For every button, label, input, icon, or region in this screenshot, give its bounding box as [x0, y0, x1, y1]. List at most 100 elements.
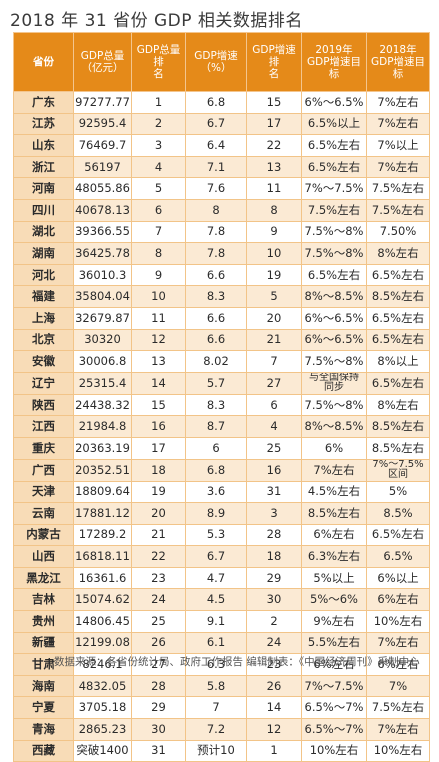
cell-gdp-total-rank: 8	[131, 242, 186, 265]
cell-gdp-total: 12199.08	[73, 631, 132, 655]
header-2019-target: 2019年 GDP增速目 标	[301, 32, 367, 92]
cell-gdp-total-rank: 18	[131, 458, 186, 482]
cell-gdp-total: 97277.77	[73, 91, 132, 114]
cell-province: 河北	[13, 263, 74, 287]
cell-gdp-growth-rank: 29	[246, 566, 302, 590]
cell-gdp-total: 16818.11	[73, 545, 132, 568]
table-row: 云南 17881.12 20 8.9 3 8.5%左右 8.5%	[13, 502, 430, 525]
cell-gdp-total: 14806.45	[73, 610, 132, 633]
cell-gdp-growth: 9.1	[185, 610, 247, 633]
cell-province: 河南	[13, 177, 74, 200]
cell-target-2019: 6%～6.5%	[301, 328, 367, 352]
cell-gdp-total-rank: 5	[131, 177, 186, 200]
cell-gdp-total-rank: 9	[131, 263, 186, 287]
cell-gdp-total: 92595.4	[73, 112, 132, 136]
cell-gdp-growth: 7.2	[185, 718, 247, 741]
table-row: 宁夏 3705.18 29 7 14 6.5%～7% 7.5%左右	[13, 696, 430, 720]
cell-province: 广西	[13, 458, 74, 482]
cell-province: 江苏	[13, 112, 74, 136]
cell-gdp-total-rank: 2	[131, 112, 186, 136]
cell-target-2019: 5%以上	[301, 566, 367, 590]
cell-target-2019: 6%～6.5%	[301, 306, 367, 330]
cell-province: 新疆	[13, 631, 74, 655]
cell-province: 黑龙江	[13, 566, 74, 590]
cell-gdp-total: 25315.4	[73, 371, 132, 395]
cell-target-2019: 5.5%左右	[301, 631, 367, 655]
cell-gdp-growth: 8.02	[185, 350, 247, 373]
cell-target-2018: 6.5%左右	[366, 523, 430, 547]
cell-province: 重庆	[13, 436, 74, 460]
cell-province: 上海	[13, 306, 74, 330]
cell-gdp-growth-rank: 8	[246, 198, 302, 222]
cell-gdp-growth-rank: 6	[246, 393, 302, 417]
cell-gdp-growth: 6.8	[185, 91, 247, 114]
cell-province: 青海	[13, 718, 74, 741]
cell-gdp-growth-rank: 18	[246, 545, 302, 568]
table-row: 贵州 14806.45 25 9.1 2 9%左右 10%左右	[13, 610, 430, 633]
cell-gdp-total-rank: 3	[131, 134, 186, 157]
cell-target-2018: 5%	[366, 480, 430, 504]
cell-gdp-total-rank: 1	[131, 91, 186, 114]
cell-gdp-growth: 5.8	[185, 674, 247, 698]
cell-province: 湖北	[13, 220, 74, 244]
cell-target-2019: 6.3%左右	[301, 545, 367, 568]
table-row: 河南 48055.86 5 7.6 11 7%～7.5% 7.5%左右	[13, 177, 430, 200]
source-footer: 数据来源：各省份统计局、政府工作报告 编辑制表：《中国经济周刊》采制中心	[54, 656, 420, 668]
cell-gdp-growth-rank: 24	[246, 631, 302, 655]
cell-gdp-growth: 8	[185, 198, 247, 222]
table-row: 内蒙古 17289.2 21 5.3 28 6%左右 6.5%左右	[13, 523, 430, 547]
cell-target-2018: 8.5%	[366, 502, 430, 525]
cell-gdp-total: 39366.55	[73, 220, 132, 244]
cell-target-2018: 7%以上	[366, 134, 430, 157]
cell-target-2019: 6.5%～7%	[301, 718, 367, 741]
table-row: 江苏 92595.4 2 6.7 17 6.5%以上 7%左右	[13, 112, 430, 136]
cell-province: 甘肃	[13, 653, 74, 676]
table-row: 吉林 15074.62 24 4.5 30 5%～6% 6%左右	[13, 588, 430, 612]
cell-target-2019: 4.5%左右	[301, 480, 367, 504]
cell-gdp-growth: 5.7	[185, 371, 247, 395]
table-body: 广东 97277.77 1 6.8 15 6%～6.5% 7%左右 江苏 92595.4 2 6.7…	[13, 91, 430, 762]
cell-gdp-total-rank: 10	[131, 285, 186, 308]
cell-gdp-growth: 5.3	[185, 523, 247, 547]
cell-gdp-total: 15074.62	[73, 588, 132, 612]
header-gdp-total-rank: GDP总量排 名	[131, 32, 186, 92]
cell-province: 天津	[13, 480, 74, 504]
cell-target-2018: 6.5%左右	[366, 328, 430, 352]
cell-gdp-growth-rank: 1	[246, 739, 302, 762]
cell-target-2018: 7%～7.5% 区间	[366, 458, 430, 482]
cell-province: 贵州	[13, 610, 74, 633]
table-row: 四川 40678.13 6 8 8 7.5%左右 7.5%左右	[13, 198, 430, 222]
cell-province: 山西	[13, 545, 74, 568]
cell-gdp-growth: 4.5	[185, 588, 247, 612]
cell-province: 福建	[13, 285, 74, 308]
cell-target-2019: 6%	[301, 436, 367, 460]
cell-target-2019: 6.5%左右	[301, 155, 367, 179]
cell-gdp-total: 20352.51	[73, 458, 132, 482]
cell-target-2019: 6.5%左右	[301, 134, 367, 157]
cell-gdp-growth-rank: 16	[246, 458, 302, 482]
cell-gdp-growth: 8.3	[185, 393, 247, 417]
cell-gdp-total-rank: 12	[131, 328, 186, 352]
cell-gdp-total-rank: 15	[131, 393, 186, 417]
table-row: 黑龙江 16361.6 23 4.7 29 5%以上 6%以上	[13, 566, 430, 590]
cell-gdp-growth-rank: 21	[246, 328, 302, 352]
cell-target-2019: 8.5%左右	[301, 502, 367, 525]
cell-gdp-total: 17289.2	[73, 523, 132, 547]
cell-target-2018: 7%左右	[366, 718, 430, 741]
cell-gdp-growth-rank: 9	[246, 220, 302, 244]
table-row: 海南 4832.05 28 5.8 26 7%～7.5% 7%	[13, 674, 430, 698]
cell-gdp-total: 32679.87	[73, 306, 132, 330]
cell-gdp-total-rank: 29	[131, 696, 186, 720]
cell-gdp-growth: 6.8	[185, 458, 247, 482]
cell-gdp-total-rank: 26	[131, 631, 186, 655]
cell-province: 江西	[13, 415, 74, 438]
cell-gdp-total: 36425.78	[73, 242, 132, 265]
cell-target-2018: 7%	[366, 674, 430, 698]
cell-gdp-total-rank: 24	[131, 588, 186, 612]
cell-gdp-total: 17881.12	[73, 502, 132, 525]
cell-gdp-growth: 7.1	[185, 155, 247, 179]
table-row: 重庆 20363.19 17 6 25 6% 8.5%左右	[13, 436, 430, 460]
header-gdp-total: GDP总量 （亿元）	[73, 32, 132, 92]
cell-target-2018: 6.5%左右	[366, 371, 430, 395]
cell-gdp-total: 3705.18	[73, 696, 132, 720]
